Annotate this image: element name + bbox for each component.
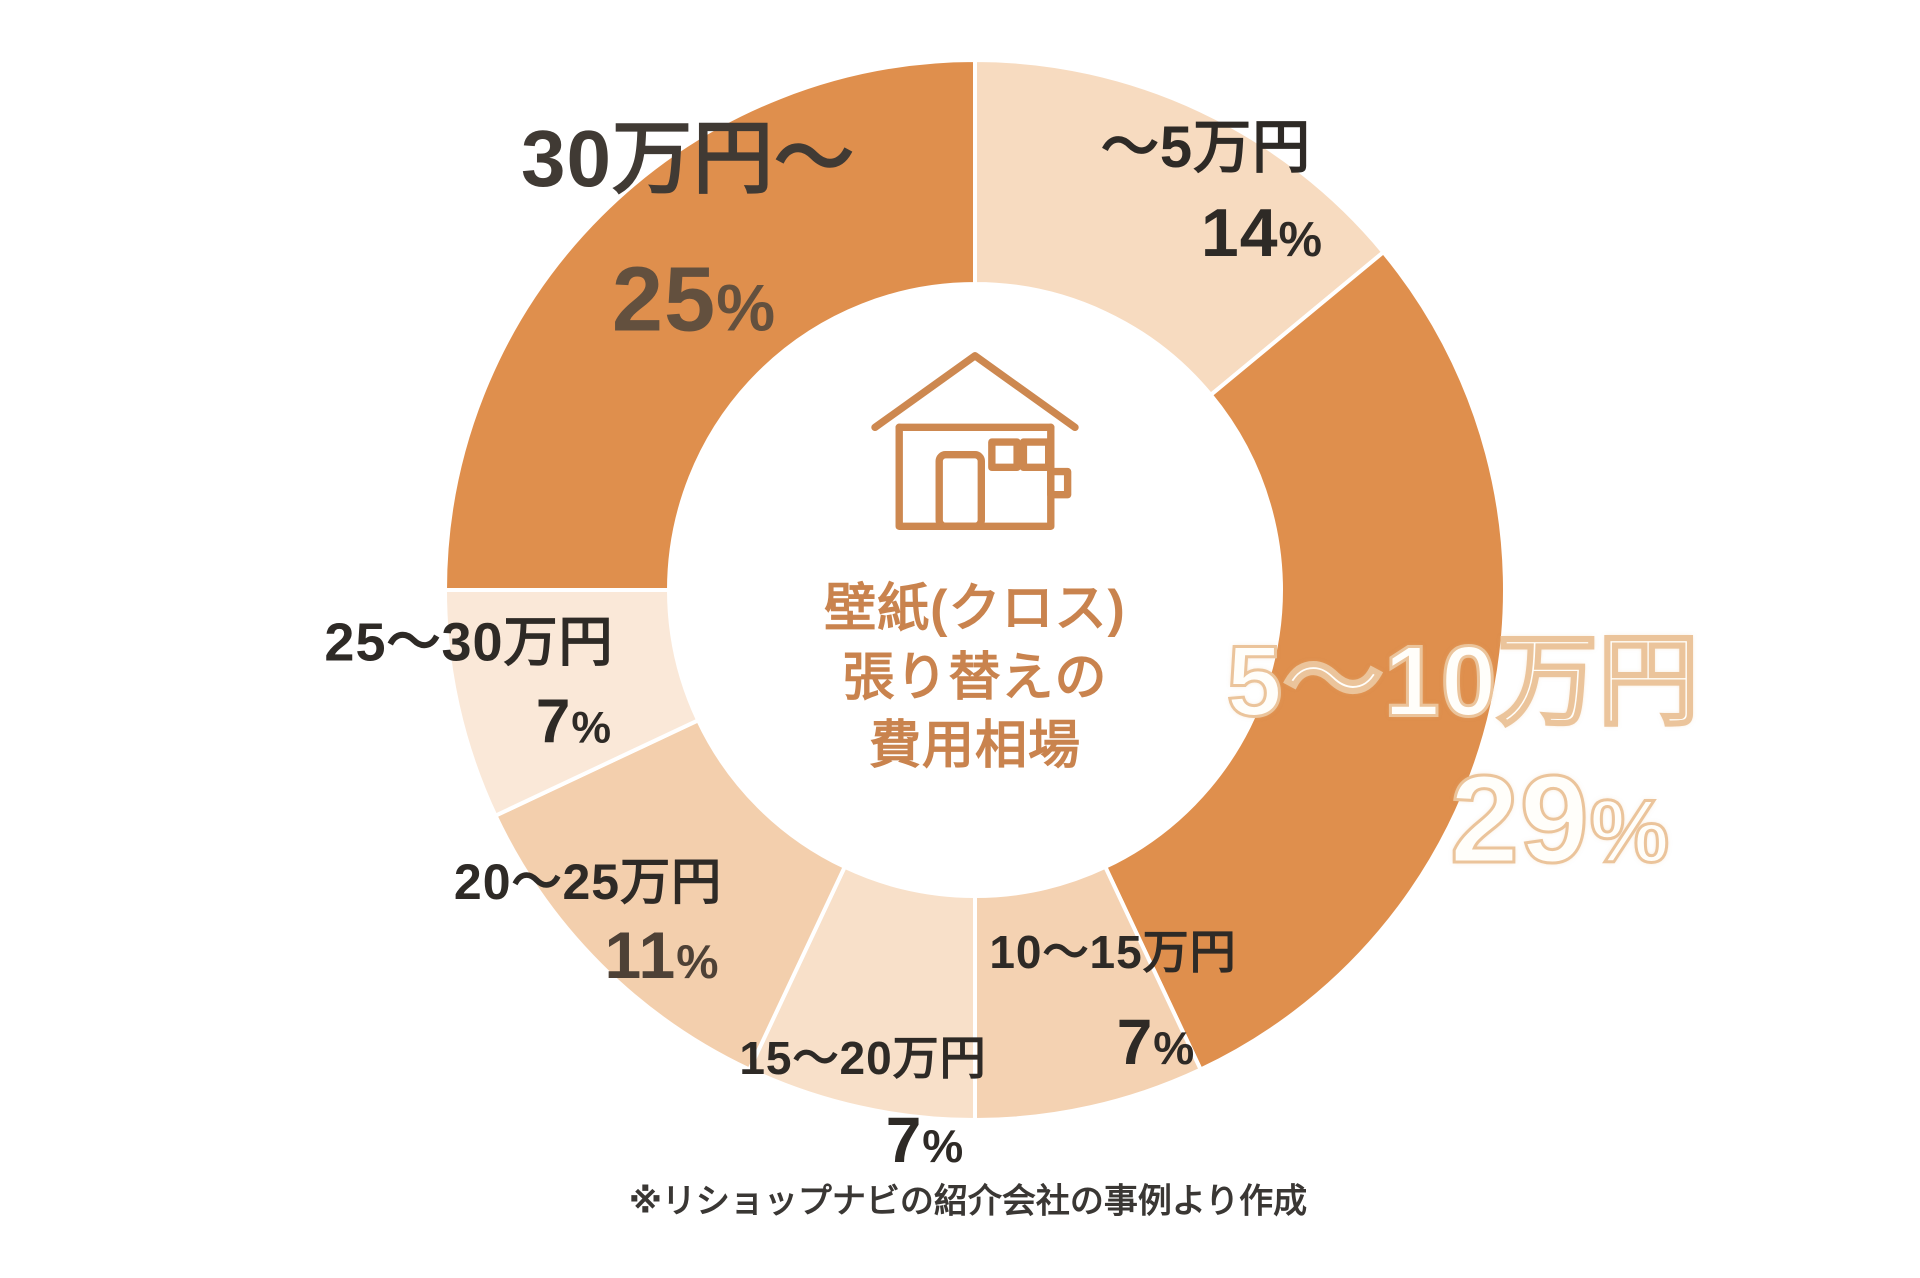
segment-label-5-10man: 5〜10万円 [1225,624,1700,739]
center-title-line-3: 費用相場 [868,717,1082,776]
center-title-line-2: 張り替えの [842,648,1108,707]
pie-slice-1 [1103,250,1507,1072]
segment-pct-20-25man: 11% [604,918,720,992]
segment-label-25-30man: 25〜30万円 [324,612,614,673]
segment-pct-over-30man: 25% [611,248,777,351]
segment-pct-25-30man: 7% [535,687,613,757]
segment-label-20-25man: 20〜25万円 [453,854,723,910]
segment-label-under-5man: 〜5万円 [1100,115,1312,180]
segment-label-over-30man: 30万円〜 [521,114,855,203]
chart-center-title: 壁紙(クロス) 張り替えの 費用相場 [824,575,1126,781]
segment-label-10-15man: 10〜15万円 [989,926,1237,978]
pie-slice-4 [493,718,847,1072]
segment-pct-5-10man: 29% [1448,750,1671,891]
house-icon [871,352,1079,530]
segment-pct-under-5man: 14% [1200,195,1324,271]
segment-pct-15-20man: 7% [885,1104,965,1176]
pie-slice-6 [443,58,977,592]
pie-slice-0 [973,58,1386,397]
segment-label-15-20man: 15〜20万円 [739,1032,987,1084]
segment-pct-10-15man: 7% [1116,1006,1196,1078]
center-title-line-1: 壁紙(クロス) [824,580,1126,639]
source-footnote: ※リショップナビの紹介会社の事例より作成 [628,1182,1308,1221]
